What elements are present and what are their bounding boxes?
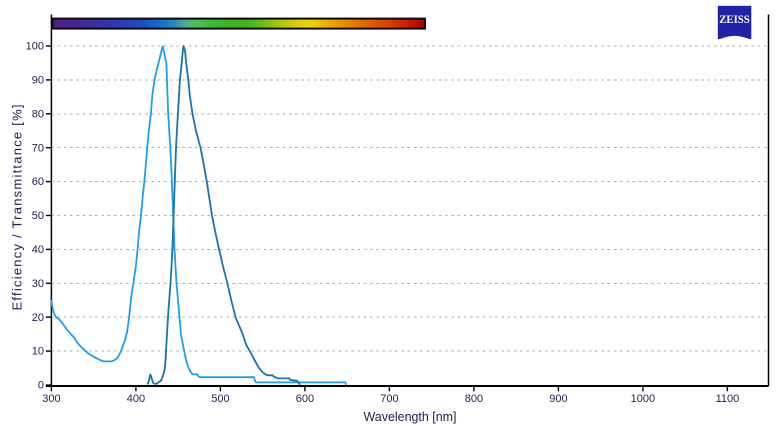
svg-text:900: 900 — [549, 393, 567, 405]
svg-text:600: 600 — [296, 393, 314, 405]
svg-text:100: 100 — [26, 41, 44, 53]
svg-text:Wavelength [nm]: Wavelength [nm] — [364, 409, 457, 424]
svg-text:ZEISS: ZEISS — [719, 14, 750, 26]
svg-text:50: 50 — [32, 210, 44, 222]
svg-text:30: 30 — [32, 278, 44, 290]
svg-text:300: 300 — [42, 393, 60, 405]
svg-text:1100: 1100 — [716, 393, 740, 405]
svg-text:500: 500 — [211, 393, 229, 405]
svg-text:1000: 1000 — [631, 393, 655, 405]
svg-text:800: 800 — [465, 393, 483, 405]
svg-text:40: 40 — [32, 244, 44, 256]
svg-text:0: 0 — [38, 380, 44, 392]
svg-text:700: 700 — [380, 393, 398, 405]
svg-text:60: 60 — [32, 176, 44, 188]
svg-text:20: 20 — [32, 312, 44, 324]
svg-text:10: 10 — [32, 346, 44, 358]
svg-text:Efficiency / Transmittance [%]: Efficiency / Transmittance [%] — [10, 105, 25, 311]
svg-text:400: 400 — [127, 393, 145, 405]
svg-text:70: 70 — [32, 142, 44, 154]
svg-text:90: 90 — [32, 75, 44, 87]
svg-text:80: 80 — [32, 108, 44, 120]
